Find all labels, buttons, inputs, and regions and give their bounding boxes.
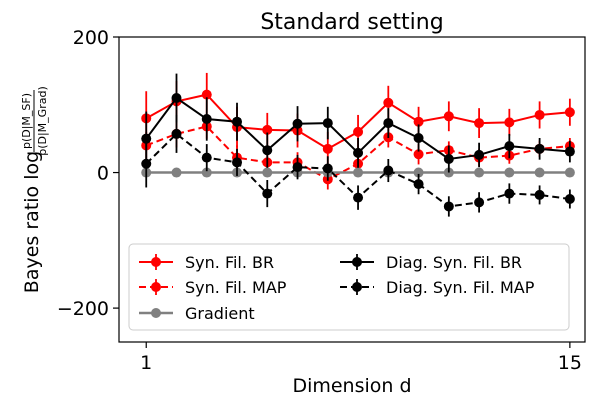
legend-label: Syn. Fil. BR xyxy=(185,253,274,272)
data-point xyxy=(564,107,575,118)
legend-marker-swatch xyxy=(352,282,362,292)
data-point xyxy=(443,111,454,122)
legend-label: Gradient xyxy=(185,304,255,323)
legend-marker-swatch xyxy=(151,282,161,292)
y-tick-label: −200 xyxy=(57,298,109,320)
data-point xyxy=(504,167,515,178)
series-layer xyxy=(141,72,575,217)
data-point xyxy=(413,167,424,178)
y-tick-label: 200 xyxy=(73,27,109,49)
data-point xyxy=(504,117,515,128)
x-tick-label: 1 xyxy=(140,352,152,374)
data-point xyxy=(353,192,364,203)
legend-label: Diag. Syn. Fil. MAP xyxy=(386,278,535,297)
data-point xyxy=(564,146,575,157)
y-axis-label-numerator: p(D|M_SF) xyxy=(20,93,33,149)
legend-label: Syn. Fil. MAP xyxy=(185,278,287,297)
data-point xyxy=(201,114,212,125)
legend-item: Diag. Syn. Fil. MAP xyxy=(340,278,535,297)
data-point xyxy=(474,197,485,208)
data-point xyxy=(413,132,424,143)
data-point xyxy=(504,141,515,152)
data-point xyxy=(383,165,394,176)
legend-item: Syn. Fil. MAP xyxy=(139,278,287,297)
legend-item: Gradient xyxy=(139,304,255,323)
data-point xyxy=(232,116,243,127)
data-point xyxy=(322,118,333,129)
data-point xyxy=(322,163,333,174)
data-point xyxy=(474,118,485,129)
data-point xyxy=(383,97,394,108)
data-point xyxy=(201,167,212,178)
data-point xyxy=(443,201,454,212)
data-point xyxy=(262,167,273,178)
legend-items: Syn. Fil. BR Syn. Fil. MAP Gradient Diag. S… xyxy=(139,253,535,323)
series-4 xyxy=(141,73,575,173)
legend-marker-swatch xyxy=(151,257,161,267)
data-point xyxy=(262,145,273,156)
data-point xyxy=(292,162,303,173)
legend-marker-swatch xyxy=(151,308,161,318)
y-axis-label-denominator: p(D|M_Grad) xyxy=(36,86,49,156)
legend-item: Syn. Fil. BR xyxy=(139,253,274,272)
y-tick-label: 0 xyxy=(97,163,109,185)
chart-title: Standard setting xyxy=(260,10,443,35)
data-point xyxy=(262,188,273,199)
legend: Syn. Fil. BR Syn. Fil. MAP Gradient Diag. S… xyxy=(128,243,570,331)
data-point xyxy=(353,167,364,178)
series-5 xyxy=(141,114,575,217)
data-point xyxy=(383,118,394,129)
y-axis-label: Bayes ratio log p(D|M_SF) p(D|M_Grad) xyxy=(20,86,49,293)
legend-frame xyxy=(128,243,570,331)
data-point xyxy=(232,157,243,168)
data-point xyxy=(171,167,182,178)
legend-item: Diag. Syn. Fil. BR xyxy=(340,253,522,272)
data-point xyxy=(564,167,575,178)
data-point xyxy=(353,147,364,158)
x-axis-label: Dimension d xyxy=(292,375,411,397)
data-point xyxy=(534,189,545,200)
data-point xyxy=(474,149,485,160)
plot-frame xyxy=(118,36,586,343)
data-point xyxy=(564,193,575,204)
data-point xyxy=(141,158,152,169)
x-axis-label-text: Dimension d xyxy=(292,375,411,397)
data-point xyxy=(201,152,212,163)
data-point xyxy=(534,167,545,178)
data-point xyxy=(413,179,424,190)
data-point xyxy=(534,109,545,120)
data-point xyxy=(504,188,515,199)
x-tick-label: 15 xyxy=(558,352,582,374)
data-point xyxy=(474,167,485,178)
data-point xyxy=(353,126,364,137)
data-point xyxy=(443,154,454,164)
data-point xyxy=(171,93,182,103)
data-point xyxy=(534,143,545,154)
data-point xyxy=(292,118,303,129)
legend-marker-swatch xyxy=(352,257,362,267)
data-point xyxy=(201,89,212,100)
data-point xyxy=(322,143,333,154)
data-point xyxy=(413,116,424,127)
data-point xyxy=(171,128,182,139)
data-point xyxy=(262,124,273,135)
data-point xyxy=(141,133,152,144)
legend-label: Diag. Syn. Fil. BR xyxy=(386,253,522,272)
data-point xyxy=(413,149,424,160)
y-axis-label-text: Bayes ratio log xyxy=(21,151,43,293)
axis-layer: 1 15 −200 0 200 xyxy=(57,27,582,374)
